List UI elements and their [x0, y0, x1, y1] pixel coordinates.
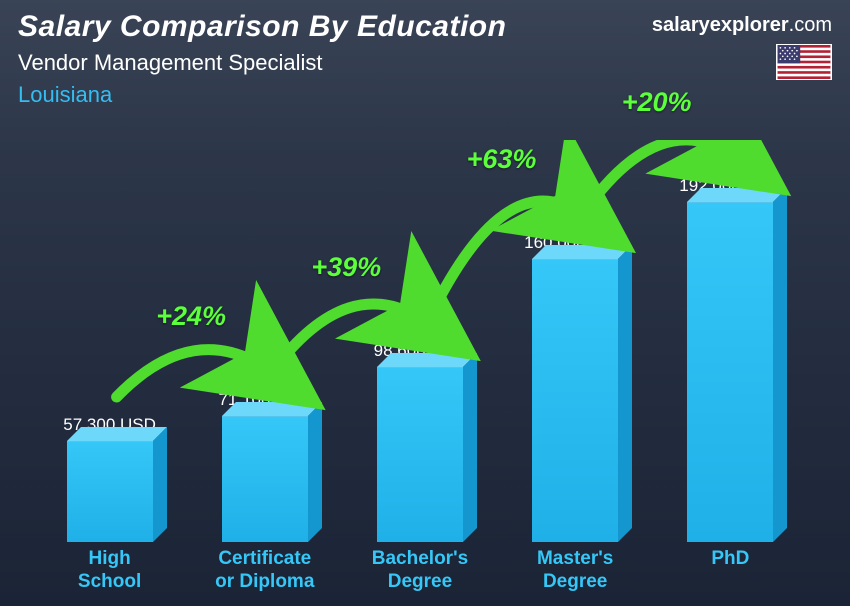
- x-axis-label: Certificateor Diploma: [195, 548, 335, 594]
- bar: 192,000 USD: [670, 176, 790, 542]
- chart-subtitle: Vendor Management Specialist: [18, 50, 832, 76]
- salary-bar-chart: 57,300 USD 71,100 USD 98,600 USD 160,000…: [32, 140, 808, 594]
- x-axis-label: PhD: [660, 548, 800, 594]
- bar-shape: [67, 441, 153, 542]
- increase-percent: +63%: [467, 144, 537, 175]
- bar: 71,100 USD: [205, 390, 325, 542]
- us-flag-icon: [776, 44, 832, 80]
- brand-tld: .com: [789, 14, 832, 36]
- bar-shape: [222, 416, 308, 542]
- bar-shape: [687, 202, 773, 542]
- bar-shape: [532, 259, 618, 542]
- bar: 160,000 USD: [515, 233, 635, 542]
- bar: 57,300 USD: [50, 415, 170, 542]
- increase-percent: +24%: [156, 301, 226, 332]
- brand-name: salaryexplorer: [652, 14, 789, 36]
- chart-location: Louisiana: [18, 82, 832, 108]
- x-axis-label: HighSchool: [40, 548, 180, 594]
- brand-label: salaryexplorer.com: [652, 14, 832, 37]
- increase-percent: +20%: [622, 87, 692, 118]
- x-axis-label: Bachelor'sDegree: [350, 548, 490, 594]
- bar: 98,600 USD: [360, 341, 480, 542]
- x-axis-label: Master'sDegree: [505, 548, 645, 594]
- increase-percent: +39%: [311, 252, 381, 283]
- bar-shape: [377, 367, 463, 542]
